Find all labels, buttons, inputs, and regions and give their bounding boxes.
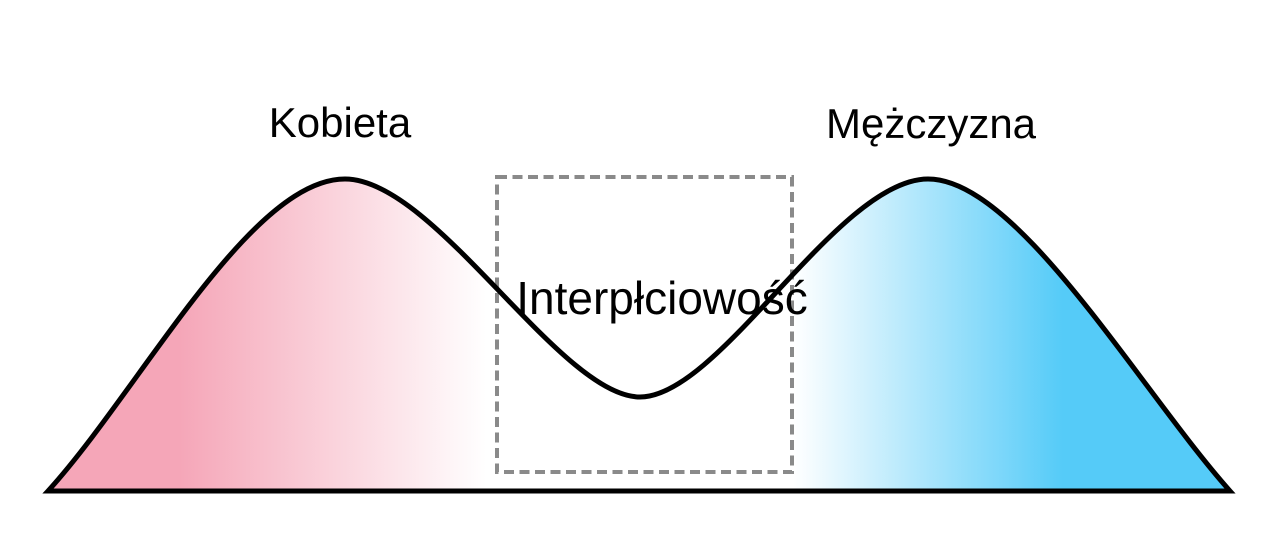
- label-female-peak: Kobieta: [269, 99, 412, 146]
- distribution-curve: [42, 176, 1236, 494]
- intersex-region-box: [495, 175, 794, 474]
- label-male-peak: Mężczyzna: [826, 100, 1037, 147]
- distribution-fill: [48, 179, 1230, 491]
- label-intersex-center: Interpłciowość: [516, 272, 807, 324]
